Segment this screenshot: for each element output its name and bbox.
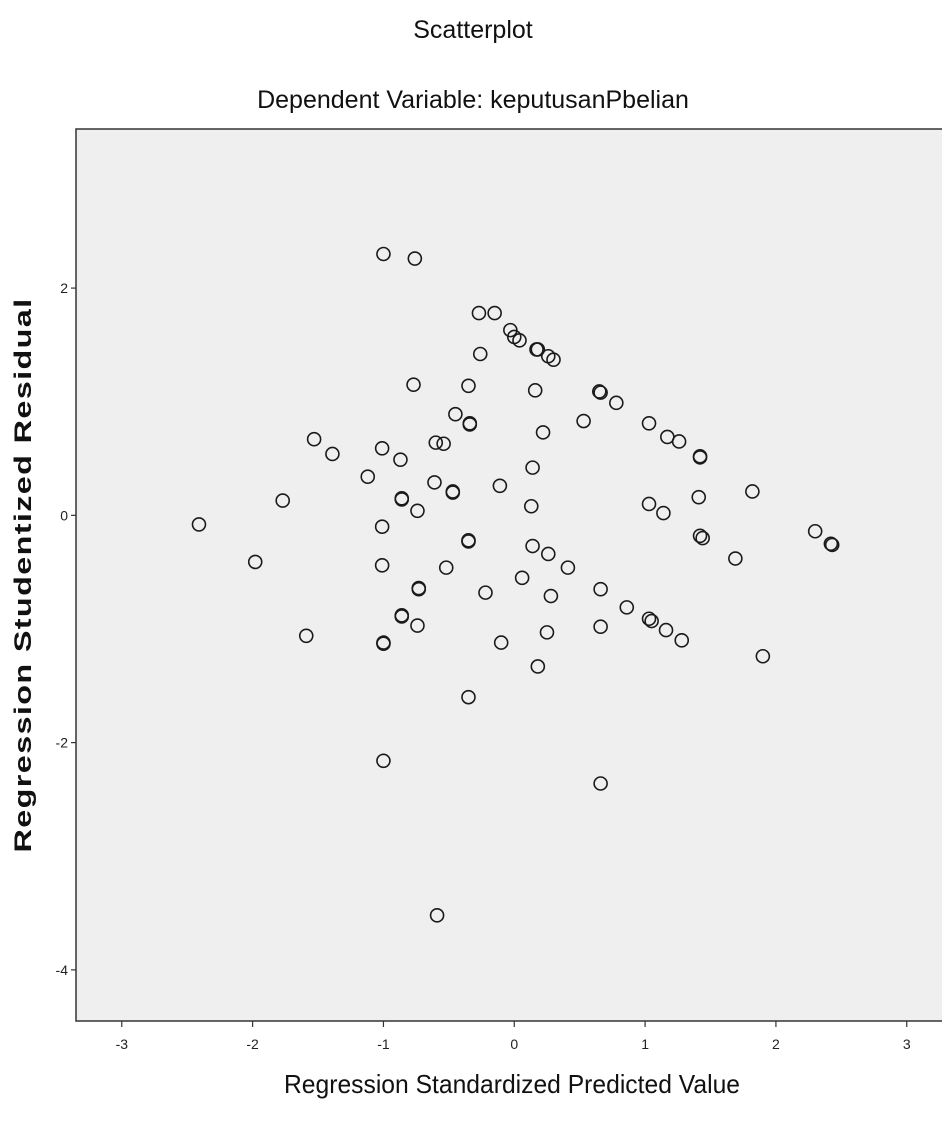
data-point (535, 425, 551, 440)
data-point (658, 622, 674, 638)
data-point (539, 625, 555, 640)
data-point (407, 251, 423, 266)
data-point (275, 493, 291, 508)
chart-subtitle: Dependent Variable: keputusanPbelian (257, 86, 689, 114)
data-point (376, 636, 391, 652)
data-point (543, 588, 559, 604)
data-point (406, 377, 421, 392)
data-point (191, 517, 207, 532)
x-tick-label: 0 (510, 1036, 518, 1052)
data-point (492, 478, 508, 494)
data-point (644, 613, 659, 629)
data-point (376, 753, 391, 769)
data-point (523, 498, 539, 514)
data-point (593, 581, 608, 597)
data-point (530, 659, 546, 674)
data-point (609, 395, 624, 411)
y-tick-label: 0 (60, 507, 68, 523)
data-point (374, 519, 390, 535)
data-point (692, 528, 708, 544)
plot-area (75, 128, 942, 1022)
y-tick-label: 2 (60, 280, 68, 296)
data-point (593, 385, 608, 400)
x-tick-label: -3 (116, 1036, 129, 1052)
data-point (461, 378, 476, 394)
data-point (394, 492, 410, 507)
data-point (525, 460, 540, 475)
x-tick-label: 1 (641, 1036, 649, 1052)
data-point (540, 546, 556, 562)
data-point (429, 908, 445, 923)
y-tick-label: -4 (56, 962, 69, 978)
data-point (824, 537, 840, 553)
data-point (394, 609, 410, 624)
data-point (427, 475, 442, 490)
data-point (374, 441, 390, 456)
data-point (755, 648, 771, 664)
data-point (461, 689, 476, 705)
data-point (728, 551, 743, 566)
data-point (325, 446, 340, 462)
y-tick-label: -2 (56, 735, 69, 751)
data-point (593, 776, 608, 791)
data-point (514, 570, 530, 586)
data-point (530, 342, 546, 357)
data-point (298, 628, 314, 644)
data-point (428, 435, 444, 450)
data-point (306, 431, 322, 447)
data-point (807, 523, 823, 539)
data-point (410, 503, 425, 519)
data-point (593, 619, 608, 635)
chart-title: Scatterplot (413, 16, 533, 44)
data-point (360, 469, 376, 485)
data-point (487, 305, 502, 321)
data-point (512, 333, 527, 348)
y-axis-label: Regression Studentized Residual (10, 298, 37, 853)
data-point (461, 534, 476, 549)
data-point (411, 581, 427, 597)
data-point (471, 305, 487, 321)
data-point (247, 554, 263, 570)
data-point (374, 558, 390, 573)
data-point (448, 406, 463, 422)
data-point (527, 383, 543, 398)
data-point (525, 538, 540, 554)
data-point (560, 560, 576, 575)
data-point (445, 484, 461, 499)
data-point (493, 635, 509, 650)
data-point (823, 536, 839, 552)
data-point (641, 611, 657, 627)
data-point (393, 452, 408, 467)
data-point (745, 484, 760, 499)
x-tick-label: -2 (246, 1036, 259, 1052)
data-point (671, 434, 687, 449)
data-point (592, 384, 607, 399)
data-point (546, 352, 561, 367)
data-point (462, 417, 478, 432)
data-point (656, 505, 671, 521)
data-point (478, 585, 493, 600)
data-point (376, 246, 391, 262)
data-point (576, 413, 591, 429)
data-point (641, 416, 657, 431)
data-point (674, 633, 690, 648)
x-tick-label: -1 (377, 1036, 390, 1052)
data-point (436, 436, 451, 452)
data-point (619, 600, 635, 615)
x-axis-label: Regression Standardized Predicted Value (284, 1069, 740, 1099)
x-axis: -3 -2 -1 0 1 2 3 (116, 1021, 911, 1052)
data-point (695, 530, 710, 546)
data-point (438, 560, 454, 575)
x-tick-label: 2 (772, 1036, 780, 1052)
x-tick-label: 3 (903, 1036, 911, 1052)
data-point (410, 618, 425, 633)
data-point (472, 346, 488, 362)
data-points (191, 246, 840, 923)
data-point (692, 448, 708, 464)
data-point (641, 496, 657, 512)
y-axis: 2 0 -2 -4 (56, 280, 76, 978)
data-point (691, 489, 707, 505)
